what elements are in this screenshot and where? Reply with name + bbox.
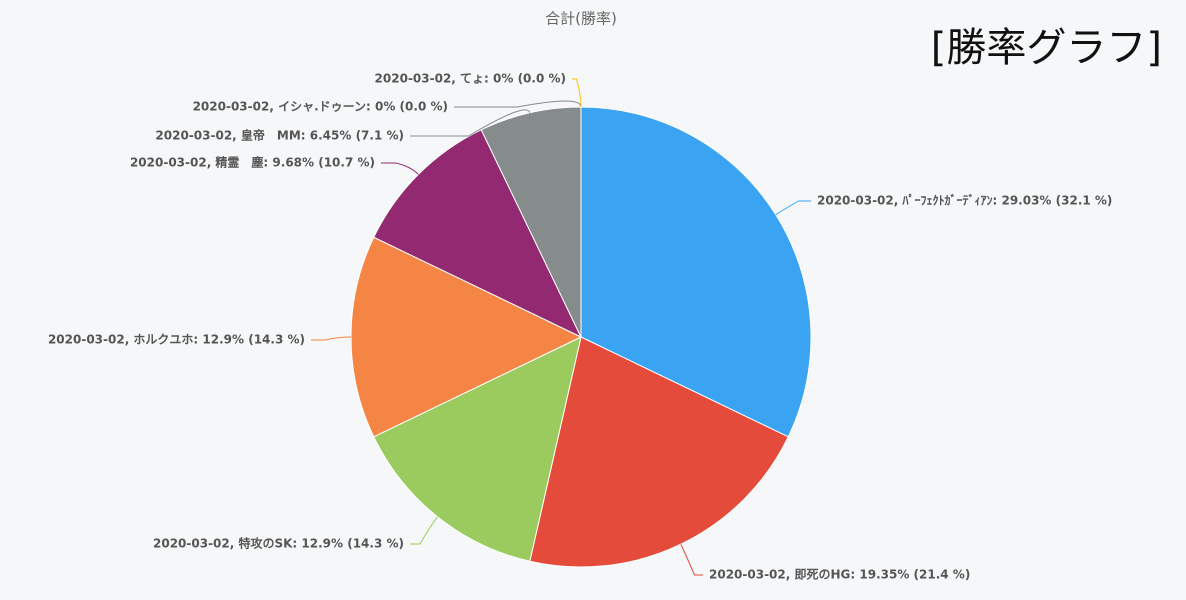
data-label: 2020-03-02, 特攻のSK: 12.9% (14.3 %) xyxy=(153,536,404,551)
data-label: 2020-03-02, 即死のHG: 19.35% (21.4 %) xyxy=(709,568,970,582)
pie-slice xyxy=(373,336,582,562)
annotation: [勝率グラフ] xyxy=(931,25,1162,71)
leader-line xyxy=(410,109,531,137)
data-label: 2020-03-02, イシャ.ドゥーン: 0% (0.0 %) xyxy=(193,100,448,114)
leader-line xyxy=(454,100,582,108)
data-label: 2020-03-02, ﾊﾟｰﾌｪｸﾄｶﾞｰﾃﾞｨｱﾝ: 29.03% (32.… xyxy=(817,193,1112,208)
leader-line xyxy=(410,516,439,545)
data-label: 2020-03-02, てょ: 0% (0.0 %) xyxy=(375,72,566,86)
leader-line xyxy=(572,78,582,108)
leader-line xyxy=(381,162,419,175)
data-label: 2020-03-02, 皇帝 MM: 6.45% (7.1 %) xyxy=(155,128,404,143)
pie-slice xyxy=(529,336,789,568)
data-label: 2020-03-02, 精霊 塵: 9.68% (10.7 %) xyxy=(130,155,375,170)
chart-title: 合計(勝率) xyxy=(545,10,617,28)
data-label: 2020-03-02, ホルクユホ: 12.9% (14.3 %) xyxy=(48,333,305,347)
pie-slice xyxy=(480,106,582,338)
leader-line xyxy=(311,336,352,341)
leader-line xyxy=(775,200,811,216)
pie-slice xyxy=(580,106,812,438)
leader-line xyxy=(680,544,703,576)
pie-slice xyxy=(350,236,583,438)
